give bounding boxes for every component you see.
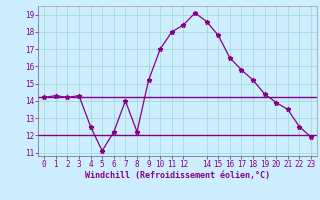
X-axis label: Windchill (Refroidissement éolien,°C): Windchill (Refroidissement éolien,°C)	[85, 171, 270, 180]
